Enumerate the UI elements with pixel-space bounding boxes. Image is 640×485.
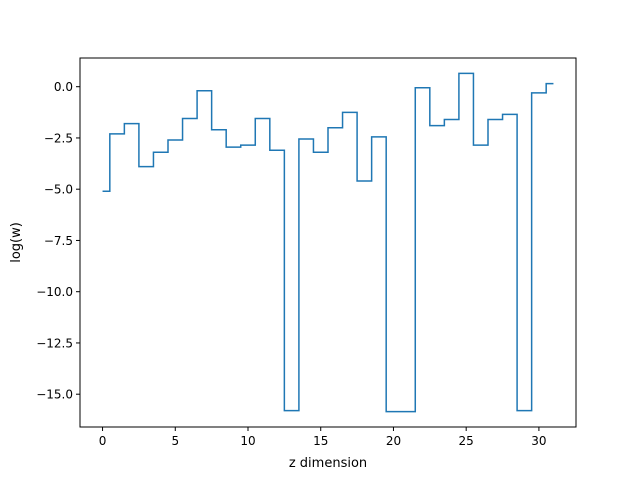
- y-tick-label: −2.5: [44, 131, 73, 145]
- x-axis-label: z dimension: [289, 456, 367, 471]
- y-tick-label: −15.0: [36, 388, 73, 402]
- x-tick-label: 0: [99, 434, 107, 448]
- series-line-0: [102, 72, 554, 413]
- x-tick-label: 10: [240, 434, 255, 448]
- y-tick-label: −10.0: [36, 285, 73, 299]
- axes-background: [80, 58, 576, 427]
- axes-frame: [79, 57, 577, 428]
- y-tick-label: −7.5: [44, 234, 73, 248]
- y-tick-label: −12.5: [36, 336, 73, 350]
- x-tick-label: 20: [386, 434, 401, 448]
- series-layer: [102, 72, 554, 413]
- x-tick-label: 5: [171, 434, 179, 448]
- y-tick-label: 0.0: [54, 80, 73, 94]
- y-tick-label: −5.0: [44, 183, 73, 197]
- x-tick-label: 15: [313, 434, 328, 448]
- y-ticks: 0.0 −2.5 −5.0 −7.5 −10.0 −12.5 −15.0: [36, 80, 80, 402]
- x-ticks: 0 5 10 15 20 25 30: [99, 427, 547, 448]
- x-tick-label: 30: [531, 434, 546, 448]
- plot-area: 0 5 10 15 20 25 30 0.0 −2.5 −5.0 −7.5 −10.0 −12.5 −1…: [36, 57, 577, 448]
- y-axis-label: log(w): [9, 222, 24, 263]
- x-tick-label: 25: [459, 434, 474, 448]
